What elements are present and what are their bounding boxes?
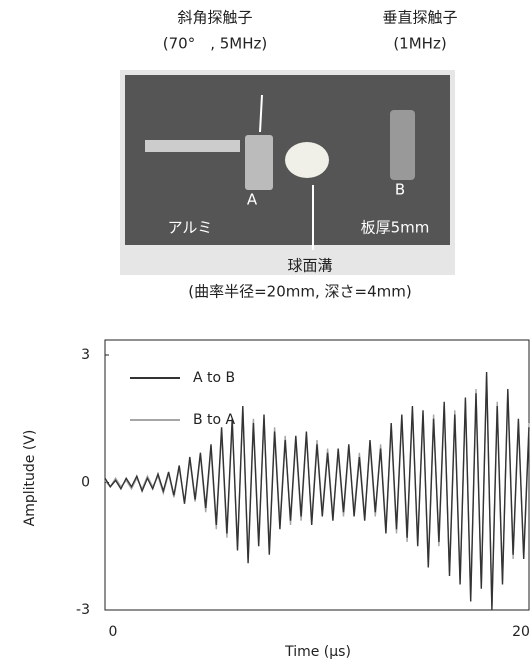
thickness-label: 板厚5mm — [361, 219, 430, 237]
groove-spec: (曲率半径=20mm, 深さ=4mm) — [188, 283, 411, 301]
y-axis-label: Amplitude (V) — [22, 430, 38, 527]
x-tick-label: 20 — [512, 624, 530, 640]
legend-label: B to A — [193, 412, 236, 428]
groove — [285, 142, 329, 178]
material-label: アルミ — [168, 219, 213, 237]
point-label: A — [247, 191, 258, 209]
groove-label: 球面溝 — [287, 257, 332, 275]
probe-label: 斜角探触子 — [177, 9, 252, 27]
series-line — [105, 372, 529, 610]
y-tick-label: 0 — [81, 475, 90, 491]
x-tick-label: 0 — [109, 624, 118, 640]
y-tick-label: 3 — [81, 347, 90, 363]
probe-spec: (1MHz) — [393, 35, 446, 53]
point-label: B — [395, 181, 405, 199]
angle-probe — [245, 135, 273, 190]
y-tick-label: -3 — [76, 602, 90, 618]
probe-label: 垂直探触子 — [382, 9, 457, 27]
normal-probe — [390, 110, 415, 180]
legend-label: A to B — [193, 370, 235, 386]
cable — [145, 140, 240, 152]
x-axis-label: Time (µs) — [284, 644, 351, 660]
probe-spec: (70° , 5MHz) — [163, 35, 267, 53]
figure: 斜角探触子 (70° , 5MHz) 垂直探触子 (1MHz) A B アルミ … — [0, 0, 532, 666]
